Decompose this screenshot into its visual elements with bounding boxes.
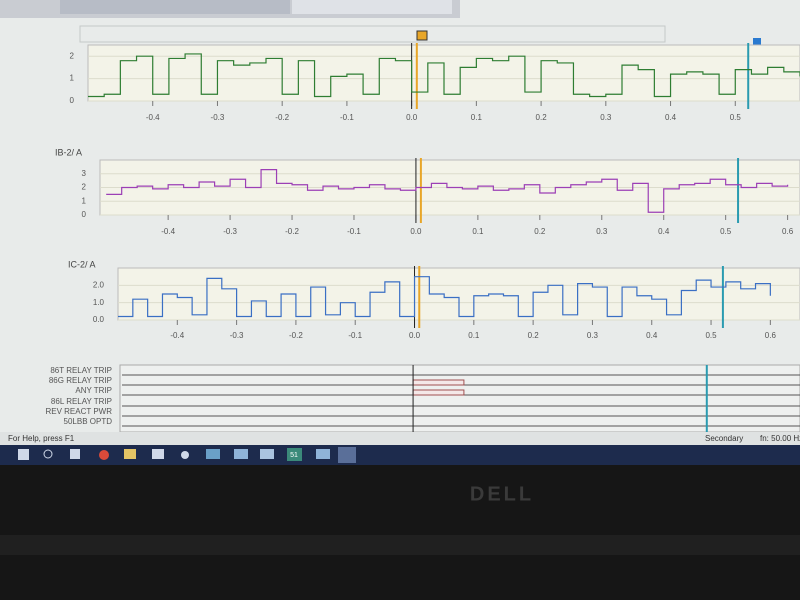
active-app-icon[interactable] xyxy=(338,447,356,463)
digital-label: 86T RELAY TRIP xyxy=(50,366,112,375)
taskbar-badge: 51 xyxy=(290,452,298,459)
app-icon[interactable] xyxy=(287,448,302,461)
digital-state xyxy=(412,379,465,386)
x-tick-label: 0.1 xyxy=(472,227,484,236)
x-tick-label: 0.4 xyxy=(665,113,677,122)
x-tick-label: 0.0 xyxy=(406,113,418,122)
x-tick-label: 0.3 xyxy=(587,331,599,340)
app-icon[interactable] xyxy=(152,449,164,459)
digital-label: 86G RELAY TRIP xyxy=(49,376,112,385)
x-tick-label: -0.4 xyxy=(161,227,175,236)
task-view-icon[interactable] xyxy=(70,449,80,459)
x-tick-label: 0.6 xyxy=(782,227,794,236)
x-tick-label: 0.4 xyxy=(658,227,670,236)
x-tick-label: 0.2 xyxy=(536,113,548,122)
laptop-bezel xyxy=(0,465,800,600)
x-tick-label: -0.1 xyxy=(340,113,354,122)
y-tick-label: 3 xyxy=(82,169,87,178)
browser-icon[interactable] xyxy=(99,450,109,460)
x-tick-label: -0.4 xyxy=(146,113,160,122)
x-tick-label: 0.1 xyxy=(471,113,483,122)
y-tick-label: 2 xyxy=(70,51,75,60)
y-tick-label: 1 xyxy=(70,74,75,83)
status-mode: Secondary xyxy=(705,434,743,443)
x-tick-label: 0.4 xyxy=(646,331,658,340)
status-frequency: fn: 50.00 Hz xyxy=(760,434,800,443)
x-tick-label: 0.6 xyxy=(765,331,777,340)
x-tick-label: -0.1 xyxy=(348,331,362,340)
explorer-icon[interactable] xyxy=(124,449,136,459)
y-tick-label: 0 xyxy=(82,210,87,219)
x-tick-label: 0.2 xyxy=(534,227,546,236)
x-tick-label: 0.3 xyxy=(596,227,608,236)
x-tick-label: -0.3 xyxy=(211,113,225,122)
app-icon[interactable] xyxy=(316,449,330,459)
waveform xyxy=(106,169,789,213)
x-tick-label: -0.2 xyxy=(285,227,299,236)
toolbar-cell xyxy=(60,0,290,14)
waveform xyxy=(88,53,800,98)
digital-label: REV REACT PWR xyxy=(45,407,112,416)
cursor-marker[interactable] xyxy=(416,30,428,41)
digital-label: ANY TRIP xyxy=(75,386,112,395)
waveform xyxy=(118,276,771,318)
x-tick-label: 0.5 xyxy=(720,227,732,236)
toolbar-cell xyxy=(292,0,452,14)
x-tick-label: 0.1 xyxy=(468,331,480,340)
channel-label: IC-2/ A xyxy=(68,259,96,269)
digital-state xyxy=(412,389,465,396)
x-tick-label: -0.3 xyxy=(230,331,244,340)
bezel-edge xyxy=(0,535,800,555)
y-tick-label: 2 xyxy=(82,183,87,192)
status-help: For Help, press F1 xyxy=(8,434,75,443)
time-overview xyxy=(79,25,666,43)
app-icon[interactable] xyxy=(234,449,248,459)
y-tick-label: 0.0 xyxy=(93,315,105,324)
x-tick-label: 0.5 xyxy=(705,331,717,340)
status-bar xyxy=(0,432,800,445)
x-tick-label: -0.4 xyxy=(170,331,184,340)
x-tick-label: 0.0 xyxy=(409,331,421,340)
app-icon[interactable] xyxy=(260,449,274,459)
x-tick-label: -0.3 xyxy=(223,227,237,236)
digital-label: 50LBB OPTD xyxy=(64,417,113,426)
taskbar-icons xyxy=(18,447,356,463)
y-tick-label: 1 xyxy=(82,196,87,205)
settings-icon[interactable] xyxy=(181,451,189,459)
x-tick-label: 0.3 xyxy=(600,113,612,122)
x-tick-label: -0.2 xyxy=(289,331,303,340)
x-tick-label: -0.1 xyxy=(347,227,361,236)
app-icon[interactable] xyxy=(206,449,220,459)
digital-label: 86L RELAY TRIP xyxy=(51,397,112,406)
start-button[interactable] xyxy=(18,449,29,460)
y-tick-label: 0 xyxy=(70,96,75,105)
taskbar xyxy=(0,445,800,465)
x-tick-label: 0.5 xyxy=(730,113,742,122)
digital-area xyxy=(119,364,800,433)
search-icon[interactable] xyxy=(43,449,53,459)
cursor-marker[interactable] xyxy=(753,38,761,45)
x-tick-label: 0.2 xyxy=(528,331,540,340)
bezel-logo: DELL xyxy=(470,483,534,505)
y-tick-label: 2.0 xyxy=(93,280,105,289)
x-tick-label: -0.2 xyxy=(275,113,289,122)
y-tick-label: 1.0 xyxy=(93,298,105,307)
x-tick-label: 0.0 xyxy=(410,227,422,236)
channel-label: IB-2/ A xyxy=(55,147,82,157)
